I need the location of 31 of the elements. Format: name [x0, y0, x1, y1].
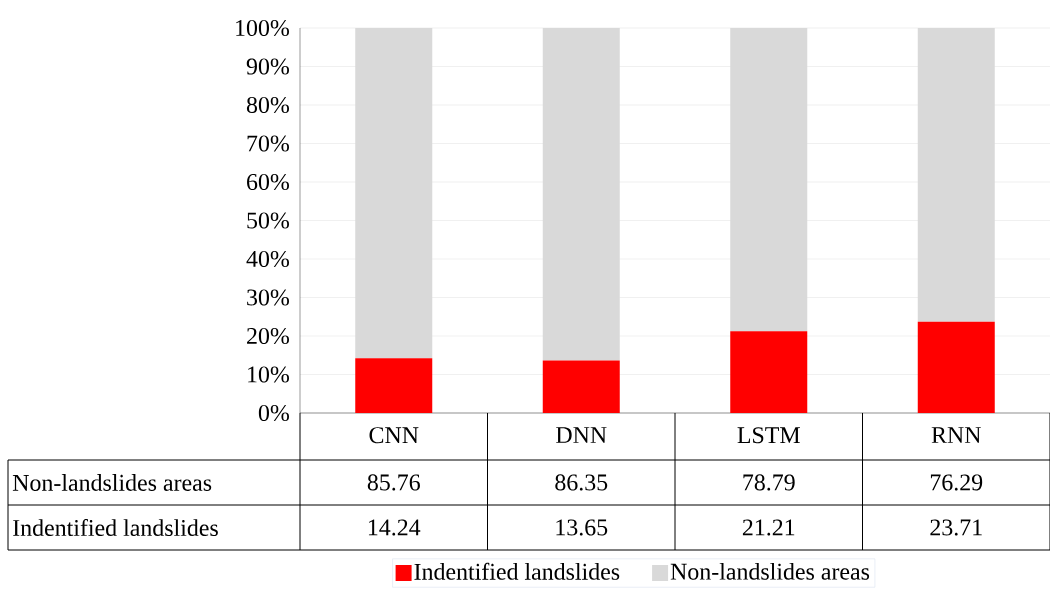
data-label: 85.76: [367, 474, 420, 491]
data-label: 21.21: [742, 519, 795, 536]
y-tick-label: 30%: [247, 289, 290, 306]
y-tick-label: 10%: [248, 366, 290, 383]
data-label: 86.35: [555, 474, 608, 491]
data-label: 14.24: [368, 519, 421, 536]
bar: [542, 360, 620, 413]
bar: [730, 331, 808, 413]
data-label: 23.71: [930, 519, 982, 536]
x-tick-label: CNN: [369, 427, 419, 444]
bar: [917, 321, 995, 413]
data-label: 76.29: [930, 474, 983, 491]
text: Non-landslides areas: [12, 474, 212, 491]
y-tick-label: 60%: [247, 173, 290, 191]
y-tick-label: 100%: [236, 19, 290, 37]
text: Indentified landslides: [13, 518, 218, 537]
y-tick-label: 90%: [246, 58, 290, 75]
y-tick-label: 80%: [246, 96, 290, 114]
y-tick-label: 20%: [247, 327, 290, 345]
legend-label: Non-landslides areas: [670, 562, 870, 580]
data-label: 78.79: [743, 474, 795, 491]
legend-label: Indentified landslides: [414, 562, 620, 580]
data-label: 13.65: [556, 519, 608, 536]
y-tick-label: 50%: [247, 212, 290, 229]
y-tick-label: 40%: [246, 250, 290, 268]
x-tick-label: LSTM: [737, 427, 800, 444]
bar: [355, 358, 433, 413]
y-tick-label: 70%: [247, 135, 290, 152]
y-tick-label: 0%: [258, 404, 290, 422]
x-tick-label: RNN: [931, 427, 981, 443]
x-tick-label: DNN: [556, 427, 607, 443]
